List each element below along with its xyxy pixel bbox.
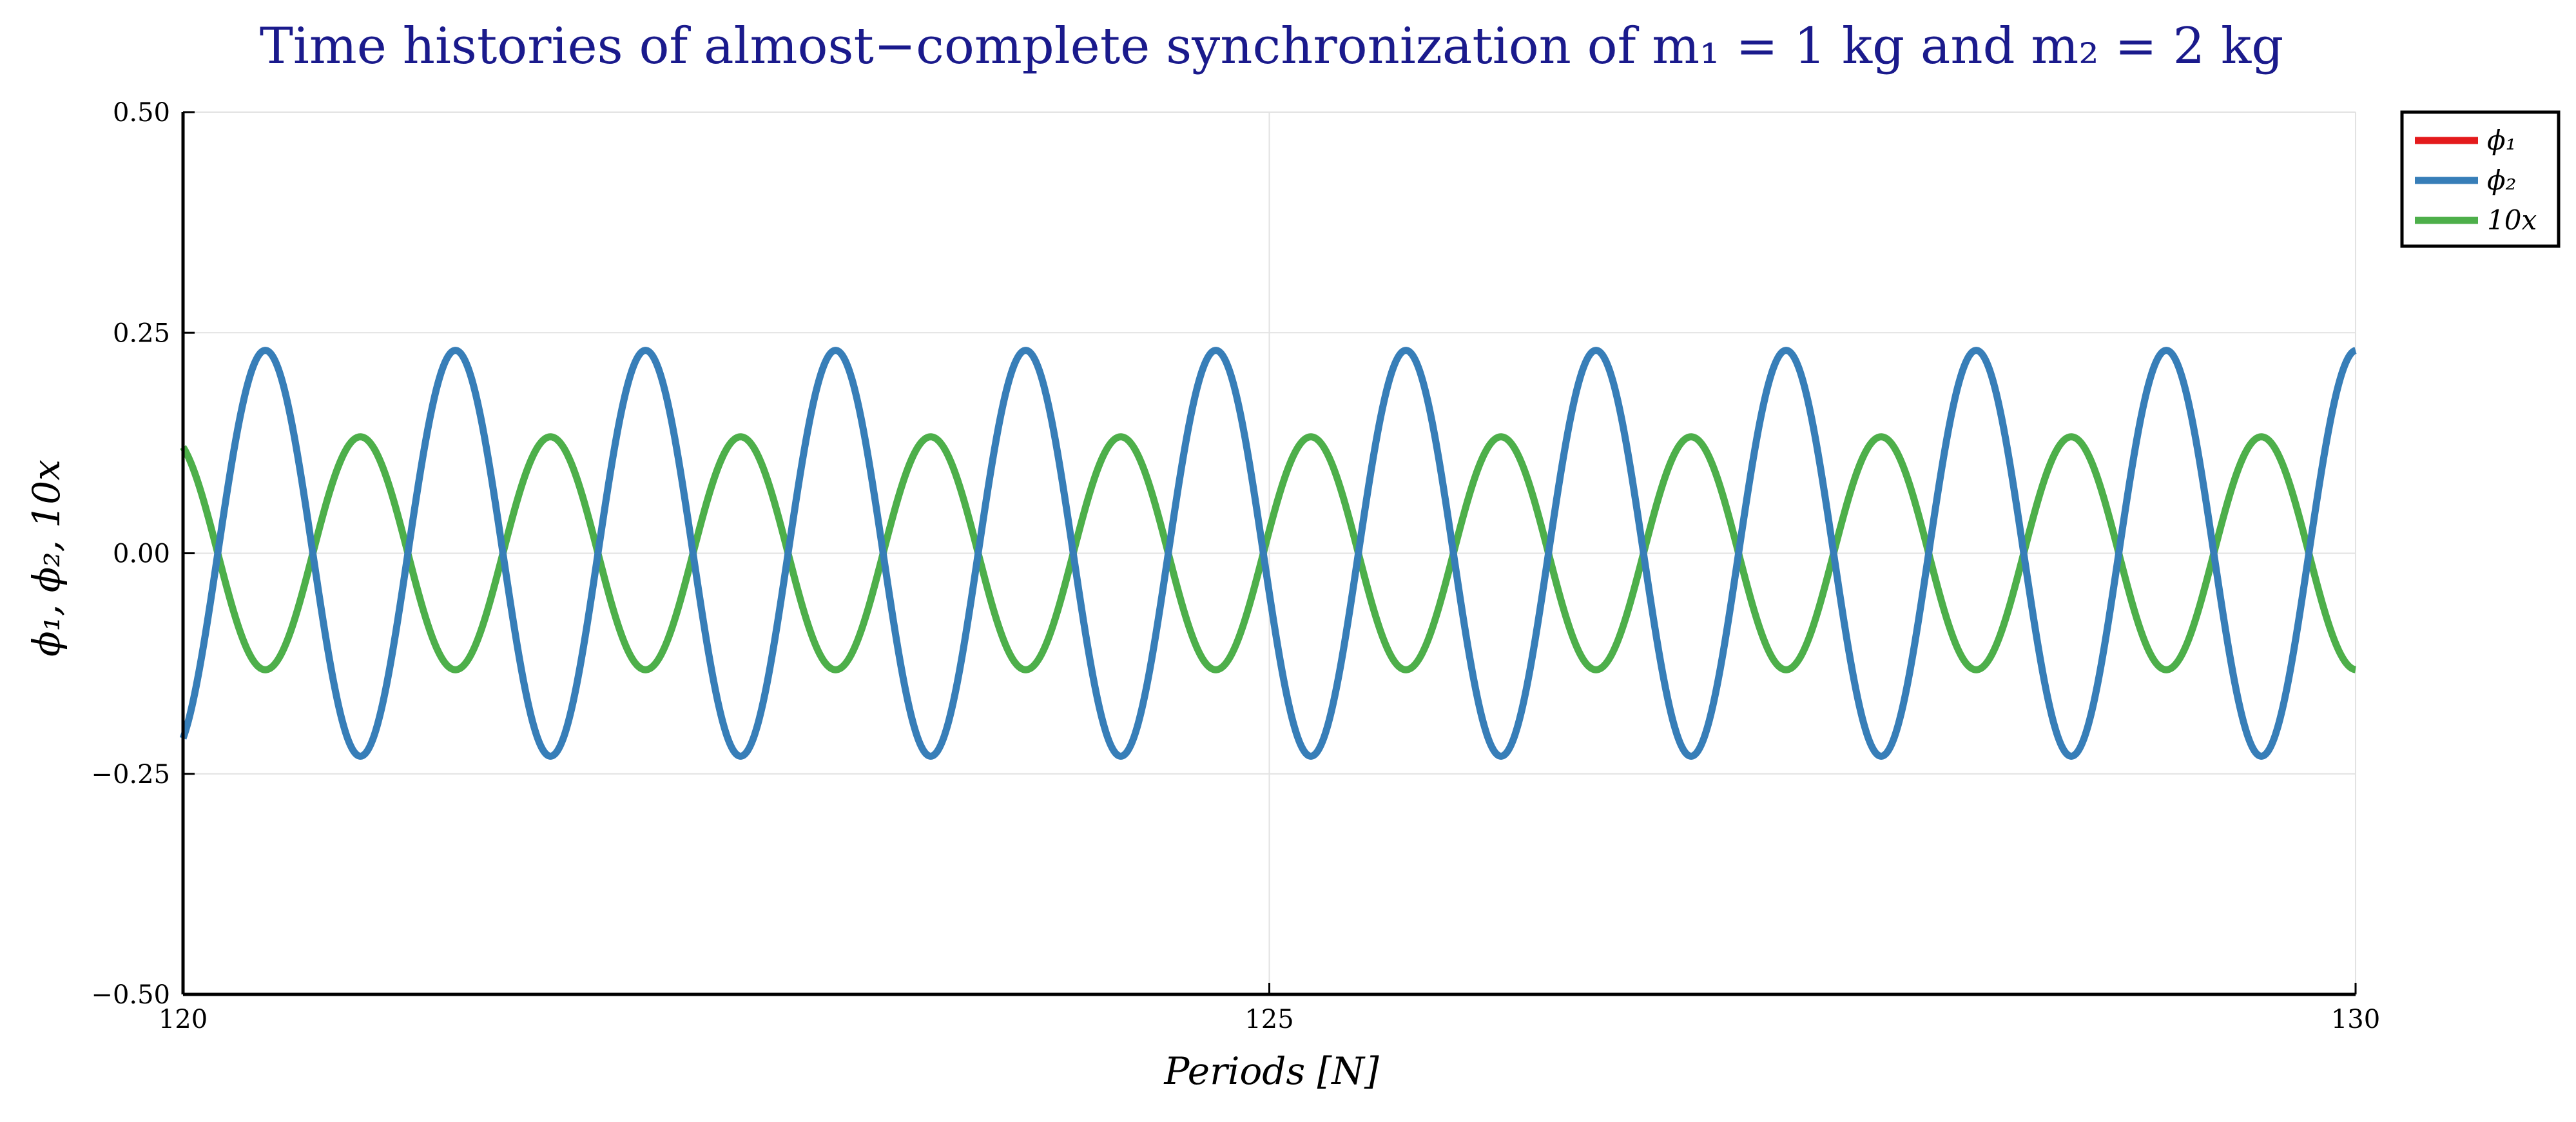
y-tick-label-0: −0.50 [91,980,170,1010]
grid [182,111,2356,995]
plot-lines [179,347,2359,760]
legend: ϕ₁ ϕ₂ 10x [2400,110,2561,248]
legend-label-series: ϕ₁ [2487,124,2516,156]
chart-title: Time histories of almost−complete synchr… [260,17,2283,75]
y-tick-label-3: 0.25 [113,318,170,348]
x-tick-label-2: 130 [2331,1005,2380,1034]
x-tick-label-0: 120 [159,1005,208,1034]
x-tick-label-1: 125 [1244,1005,1293,1034]
series-line-10x [180,433,2359,673]
y-tick-label-4: 0.50 [113,98,170,128]
y-tick-label-2: 0.00 [113,539,170,569]
y-axis-label: ϕ₁, ϕ₂, 10x [24,459,68,657]
series-line-series [179,347,2359,760]
legend-label-10x: 10x [2487,204,2537,236]
x-axis-label: Periods [N] [1163,1049,1379,1093]
legend-label-series: ϕ₂ [2487,164,2516,196]
ticks: −0.50 −0.25 0.00 0.25 0.50 120 125 130 [91,98,2380,1034]
y-tick-label-1: −0.25 [91,760,170,789]
